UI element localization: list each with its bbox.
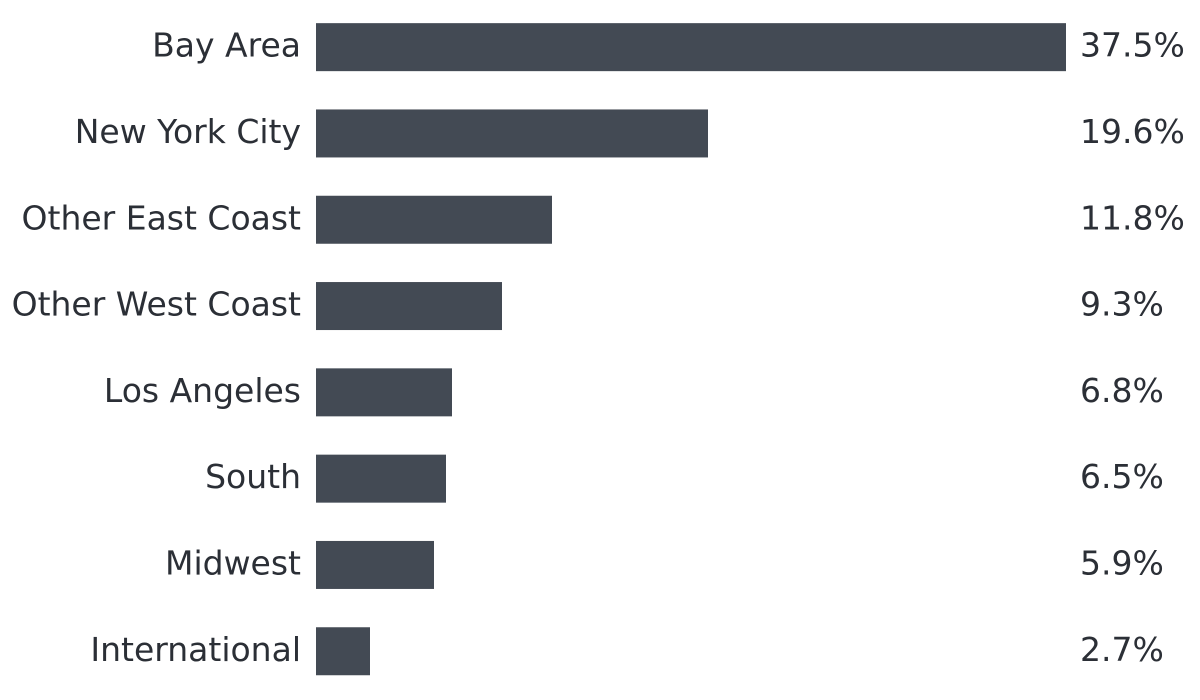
bar [316, 109, 708, 158]
category-label: Los Angeles [104, 371, 301, 410]
bar [316, 368, 452, 417]
bar [316, 540, 434, 589]
bar [316, 282, 502, 331]
category-label: Midwest [165, 543, 301, 582]
category-label: Other West Coast [12, 285, 301, 324]
value-label: 11.8% [1080, 198, 1185, 237]
category-label: South [205, 457, 301, 496]
value-label: 6.5% [1080, 457, 1164, 496]
category-label: International [90, 630, 301, 669]
value-label: 19.6% [1080, 112, 1185, 151]
value-label: 37.5% [1080, 26, 1185, 65]
value-label: 9.3% [1080, 285, 1164, 324]
value-label: 6.8% [1080, 371, 1164, 410]
value-label: 5.9% [1080, 543, 1164, 582]
bar [316, 454, 446, 503]
bar [316, 23, 1066, 72]
category-label: Other East Coast [22, 198, 302, 237]
value-label: 2.7% [1080, 630, 1164, 669]
bar [316, 627, 370, 676]
category-label: Bay Area [152, 26, 301, 65]
category-label: New York City [75, 112, 301, 151]
bar [316, 195, 552, 244]
